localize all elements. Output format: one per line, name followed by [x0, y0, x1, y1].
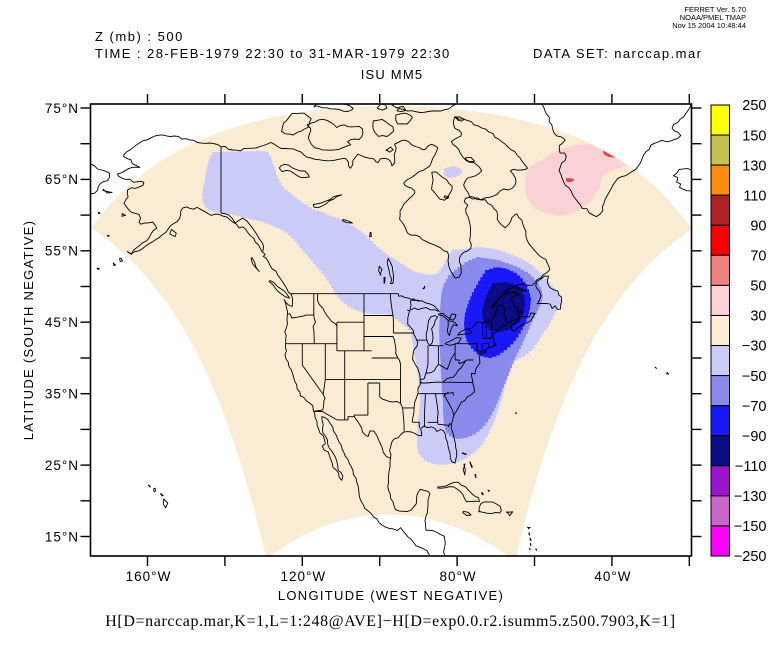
svg-text:120°W: 120°W: [280, 569, 326, 584]
svg-text:90: 90: [750, 219, 766, 235]
svg-text:−250: −250: [734, 549, 767, 565]
svg-text:110: 110: [743, 188, 766, 204]
svg-text:Nov 15 2004 10:48:44: Nov 15 2004 10:48:44: [672, 21, 746, 30]
svg-text:−110: −110: [735, 459, 767, 475]
svg-text:40°W: 40°W: [594, 569, 631, 584]
svg-text:250: 250: [742, 98, 766, 114]
svg-text:−70: −70: [742, 399, 767, 415]
svg-text:FERRET Ver. 5.70: FERRET Ver. 5.70: [684, 5, 746, 14]
svg-text:NOAA/PMEL TMAP: NOAA/PMEL TMAP: [680, 13, 746, 22]
svg-text:LONGITUDE (WEST NEGATIVE): LONGITUDE (WEST NEGATIVE): [278, 588, 504, 603]
svg-text:50: 50: [750, 279, 766, 295]
svg-text:−30: −30: [742, 339, 767, 355]
svg-text:70: 70: [750, 249, 766, 265]
svg-text:LATITUDE (SOUTH NEGATIVE): LATITUDE (SOUTH NEGATIVE): [21, 220, 36, 441]
svg-text:25°N: 25°N: [45, 458, 79, 473]
svg-text:15°N: 15°N: [45, 529, 79, 544]
svg-text:45°N: 45°N: [45, 315, 79, 330]
svg-text:160°W: 160°W: [126, 569, 172, 584]
svg-text:−90: −90: [742, 429, 767, 445]
svg-text:H[D=narccap.mar,K=1,L=1:248@AV: H[D=narccap.mar,K=1,L=1:248@AVE]−H[D=exp…: [105, 613, 675, 630]
svg-text:130: 130: [742, 158, 766, 174]
svg-text:Z (mb) : 500: Z (mb) : 500: [95, 29, 184, 44]
svg-text:75°N: 75°N: [45, 101, 79, 116]
svg-text:ISU MM5: ISU MM5: [361, 67, 424, 82]
svg-text:−50: −50: [742, 369, 767, 385]
svg-text:55°N: 55°N: [45, 244, 79, 259]
svg-text:DATA SET: narccap.mar: DATA SET: narccap.mar: [533, 46, 702, 61]
svg-text:80°W: 80°W: [440, 569, 477, 584]
svg-text:65°N: 65°N: [45, 172, 79, 187]
svg-text:30: 30: [750, 309, 766, 325]
svg-text:−150: −150: [734, 519, 767, 535]
svg-text:150: 150: [742, 128, 766, 144]
svg-text:TIME : 28-FEB-1979 22:30 to 31: TIME : 28-FEB-1979 22:30 to 31-MAR-1979 …: [95, 46, 451, 61]
svg-text:−130: −130: [734, 489, 767, 505]
svg-text:35°N: 35°N: [45, 387, 79, 402]
